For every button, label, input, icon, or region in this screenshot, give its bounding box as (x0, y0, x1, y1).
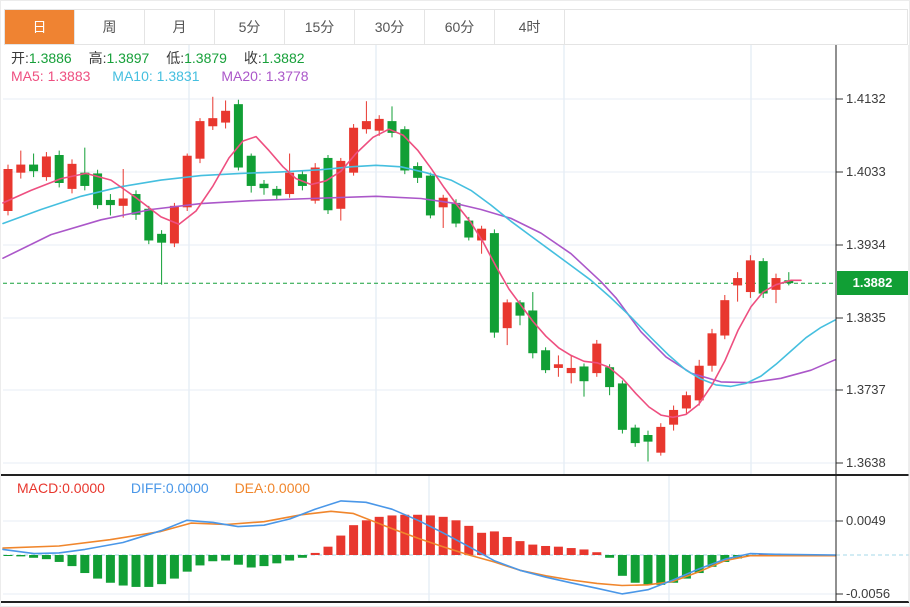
period-toolbar: 日 周 月 5分 15分 30分 60分 4时 (4, 9, 908, 45)
tab-4hour[interactable]: 4时 (495, 10, 565, 44)
tab-5min[interactable]: 5分 (215, 10, 285, 44)
ohlc-readout: 开:1.3886 高:1.3897 低:1.3879 收:1.3882 (11, 48, 318, 68)
open-label: 开: (11, 50, 29, 66)
current-price-badge: 1.3882 (837, 271, 908, 296)
tab-60min[interactable]: 60分 (425, 10, 495, 44)
price-axis-tick: 1.4132 (846, 91, 886, 106)
price-axis-tick: 1.4033 (846, 163, 886, 179)
macd-value: MACD:0.0000 (17, 480, 105, 496)
tab-15min[interactable]: 15分 (285, 10, 355, 44)
diff-value: DIFF:0.0000 (130, 480, 209, 496)
price-axis-tick: 1.3934 (846, 236, 886, 252)
tab-month[interactable]: 月 (145, 10, 215, 44)
dea-value: DEA:0.0000 (234, 480, 311, 496)
high-value: 1.3897 (106, 50, 150, 66)
price-axis-tick: 1.3638 (846, 455, 886, 470)
tab-week[interactable]: 周 (75, 10, 145, 44)
price-axis-tick: 1.3835 (846, 309, 886, 325)
ma5-legend: MA5: 1.3883 (11, 68, 91, 84)
tab-day[interactable]: 日 (5, 10, 75, 44)
tab-30min[interactable]: 30分 (355, 10, 425, 44)
ma20-legend: MA20: 1.3778 (221, 68, 309, 84)
ma10-legend: MA10: 1.3831 (112, 68, 200, 84)
close-label: 收: (243, 50, 262, 66)
ma-legend: MA5: 1.3883 MA10: 1.3831 MA20: 1.3778 (11, 68, 309, 84)
low-value: 1.3879 (184, 50, 227, 66)
macd-axis-tick: -0.0056 (846, 585, 891, 601)
low-label: 低: (166, 50, 185, 66)
macd-legend: MACD:0.0000 DIFF:0.0000 DEA:0.0000 (17, 480, 310, 496)
price-axis-tick: 1.3737 (846, 382, 886, 398)
close-value: 1.3882 (261, 50, 305, 66)
macd-axis-tick: 0.0049 (846, 513, 886, 528)
high-label: 高: (88, 50, 107, 66)
toolbar-spacer (565, 10, 907, 44)
open-value: 1.3886 (28, 50, 72, 66)
